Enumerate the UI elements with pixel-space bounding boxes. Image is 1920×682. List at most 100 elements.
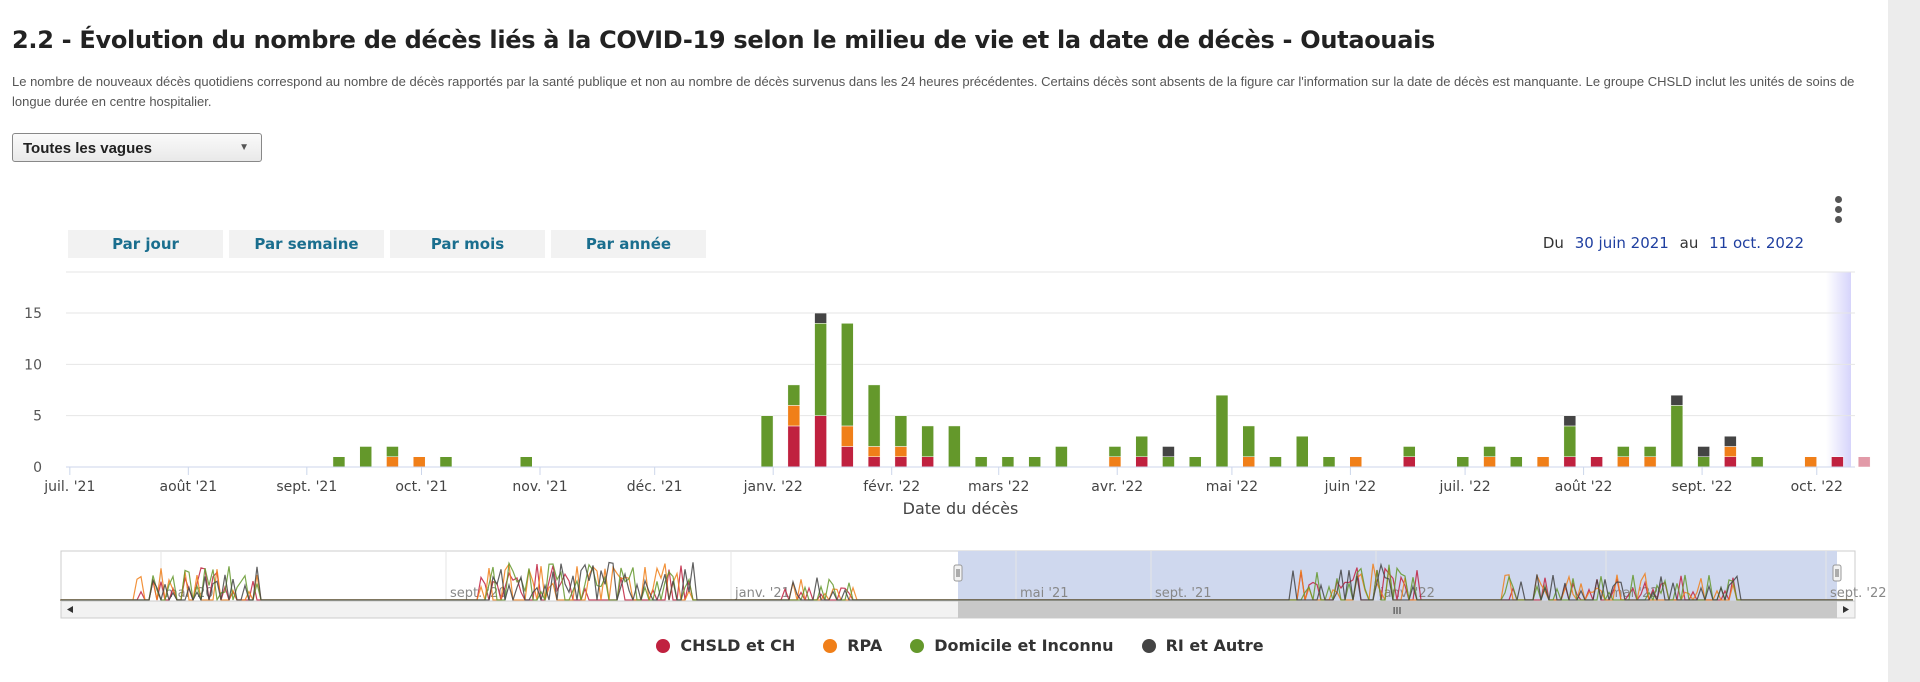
bar-segment-domicile[interactable] bbox=[1135, 435, 1148, 457]
bar-segment-domicile[interactable] bbox=[1162, 456, 1175, 468]
bar-segment-chsld[interactable] bbox=[841, 446, 854, 468]
bar-segment-domicile[interactable] bbox=[948, 425, 961, 468]
range-from-input[interactable]: 30 juin 2021 bbox=[1574, 234, 1669, 252]
bar-segment-rpa[interactable] bbox=[1617, 456, 1630, 468]
bar-segment-domicile[interactable] bbox=[1403, 446, 1416, 457]
page-scrollbar[interactable] bbox=[1888, 0, 1920, 682]
period-button-year[interactable]: Par année bbox=[551, 230, 706, 258]
bar-segment-domicile[interactable] bbox=[787, 384, 801, 406]
x-tick-label: juil. '21 bbox=[43, 479, 95, 495]
bar-segment-domicile[interactable] bbox=[1456, 456, 1470, 468]
bar-segment-domicile[interactable] bbox=[894, 415, 908, 447]
bar-segment-rpa[interactable] bbox=[867, 446, 881, 457]
navigator-label: sept. '21 bbox=[1155, 586, 1212, 601]
bar-segment-chsld[interactable] bbox=[1563, 456, 1577, 468]
y-tick-label: 15 bbox=[24, 306, 42, 322]
bar-segment-ri[interactable] bbox=[1162, 446, 1175, 457]
bar-segment-domicile[interactable] bbox=[1510, 456, 1523, 468]
bar-segment-rpa[interactable] bbox=[1242, 456, 1255, 468]
bar-segment-chsld[interactable] bbox=[867, 456, 881, 468]
bar-segment-domicile[interactable] bbox=[1697, 456, 1710, 468]
bar-segment-ri[interactable] bbox=[1670, 394, 1684, 406]
bar-segment-rpa[interactable] bbox=[1536, 456, 1550, 468]
page-description: Le nombre de nouveaux décès quotidiens c… bbox=[12, 74, 1855, 109]
bar-segment-domicile[interactable] bbox=[359, 446, 372, 468]
bar-segment-domicile[interactable] bbox=[921, 425, 934, 457]
bar-segment-chsld[interactable] bbox=[1857, 456, 1871, 468]
bar-segment-rpa[interactable] bbox=[1804, 456, 1817, 468]
bar-segment-domicile[interactable] bbox=[1188, 456, 1202, 468]
period-button-week[interactable]: Par semaine bbox=[229, 230, 384, 258]
x-tick-label: sept. '21 bbox=[276, 479, 337, 495]
x-tick-label: août '22 bbox=[1555, 479, 1613, 495]
date-range: Du 30 juin 2021 au 11 oct. 2022 bbox=[1500, 234, 1810, 252]
bar-segment-domicile[interactable] bbox=[1643, 446, 1657, 457]
bar-segment-rpa[interactable] bbox=[1108, 456, 1122, 468]
navigator-selection[interactable] bbox=[958, 551, 1837, 601]
bar-segment-rpa[interactable] bbox=[787, 405, 801, 427]
bar-segment-rpa[interactable] bbox=[1643, 456, 1657, 468]
bar-segment-domicile[interactable] bbox=[974, 456, 988, 468]
bar-segment-domicile[interactable] bbox=[841, 323, 854, 427]
bar-segment-rpa[interactable] bbox=[386, 456, 399, 468]
bar-segment-domicile[interactable] bbox=[867, 384, 881, 447]
dropdown-arrow-icon: ▼ bbox=[239, 142, 249, 153]
bar-segment-domicile[interactable] bbox=[814, 323, 827, 416]
bar-segment-domicile[interactable] bbox=[1670, 405, 1684, 468]
bar-segment-ri[interactable] bbox=[1697, 446, 1710, 457]
legend-item[interactable]: RI et Autre bbox=[1141, 636, 1264, 655]
x-tick-label: oct. '22 bbox=[1791, 479, 1843, 495]
bar-segment-domicile[interactable] bbox=[1483, 446, 1496, 457]
x-tick-label: oct. '21 bbox=[395, 479, 447, 495]
bar-segment-ri[interactable] bbox=[814, 312, 827, 324]
bar-segment-domicile[interactable] bbox=[386, 446, 399, 457]
scroll-right-arrow-icon[interactable] bbox=[1843, 606, 1849, 613]
bar-segment-ri[interactable] bbox=[1563, 415, 1577, 427]
bar-segment-rpa[interactable] bbox=[1724, 446, 1737, 457]
bar-segment-chsld[interactable] bbox=[1831, 456, 1844, 468]
bar-segment-domicile[interactable] bbox=[1028, 456, 1041, 468]
bar-segment-chsld[interactable] bbox=[921, 456, 934, 468]
bar-segment-domicile[interactable] bbox=[1108, 446, 1122, 457]
navigator-left-handle[interactable] bbox=[953, 564, 963, 582]
bar-segment-domicile[interactable] bbox=[1215, 394, 1229, 468]
bar-segment-chsld[interactable] bbox=[814, 415, 827, 468]
bar-segment-rpa[interactable] bbox=[894, 446, 908, 457]
bar-segment-domicile[interactable] bbox=[439, 456, 453, 468]
legend-item[interactable]: RPA bbox=[823, 636, 882, 655]
bar-segment-domicile[interactable] bbox=[1617, 446, 1630, 457]
bar-segment-chsld[interactable] bbox=[1724, 456, 1737, 468]
bar-segment-chsld[interactable] bbox=[894, 456, 908, 468]
bar-segment-domicile[interactable] bbox=[520, 456, 533, 468]
y-tick-label: 5 bbox=[33, 409, 42, 425]
bar-segment-domicile[interactable] bbox=[1269, 456, 1282, 468]
bar-segment-rpa[interactable] bbox=[841, 425, 854, 447]
wave-select[interactable]: Toutes les vagues ▼ bbox=[12, 133, 262, 162]
bar-segment-ri[interactable] bbox=[1724, 435, 1737, 447]
bar-segment-rpa[interactable] bbox=[1483, 456, 1496, 468]
bar-segment-rpa[interactable] bbox=[1349, 456, 1363, 468]
period-button-day[interactable]: Par jour bbox=[68, 230, 223, 258]
bar-segment-rpa[interactable] bbox=[412, 456, 426, 468]
scroll-left-arrow-icon[interactable] bbox=[67, 606, 73, 613]
range-to-input[interactable]: 11 oct. 2022 bbox=[1709, 234, 1804, 252]
bar-segment-domicile[interactable] bbox=[1242, 425, 1255, 457]
chart-menu-icon[interactable] bbox=[1828, 194, 1848, 224]
bar-segment-domicile[interactable] bbox=[1055, 446, 1068, 468]
navigator-right-handle[interactable] bbox=[1832, 564, 1842, 582]
bar-segment-domicile[interactable] bbox=[760, 415, 774, 468]
bar-segment-chsld[interactable] bbox=[1403, 456, 1416, 468]
legend-item[interactable]: Domicile et Inconnu bbox=[910, 636, 1114, 655]
bar-segment-domicile[interactable] bbox=[332, 456, 346, 468]
bar-segment-domicile[interactable] bbox=[1750, 456, 1764, 468]
bar-segment-domicile[interactable] bbox=[1563, 425, 1577, 457]
bar-segment-chsld[interactable] bbox=[1135, 456, 1148, 468]
bar-segment-domicile[interactable] bbox=[1295, 435, 1309, 468]
period-button-month[interactable]: Par mois bbox=[390, 230, 545, 258]
bar-segment-chsld[interactable] bbox=[1590, 456, 1603, 468]
bar-segment-chsld[interactable] bbox=[787, 425, 801, 468]
navigator-scrollbar-thumb[interactable] bbox=[958, 601, 1837, 618]
bar-segment-domicile[interactable] bbox=[1001, 456, 1015, 468]
legend-item[interactable]: CHSLD et CH bbox=[656, 636, 795, 655]
bar-segment-domicile[interactable] bbox=[1322, 456, 1336, 468]
